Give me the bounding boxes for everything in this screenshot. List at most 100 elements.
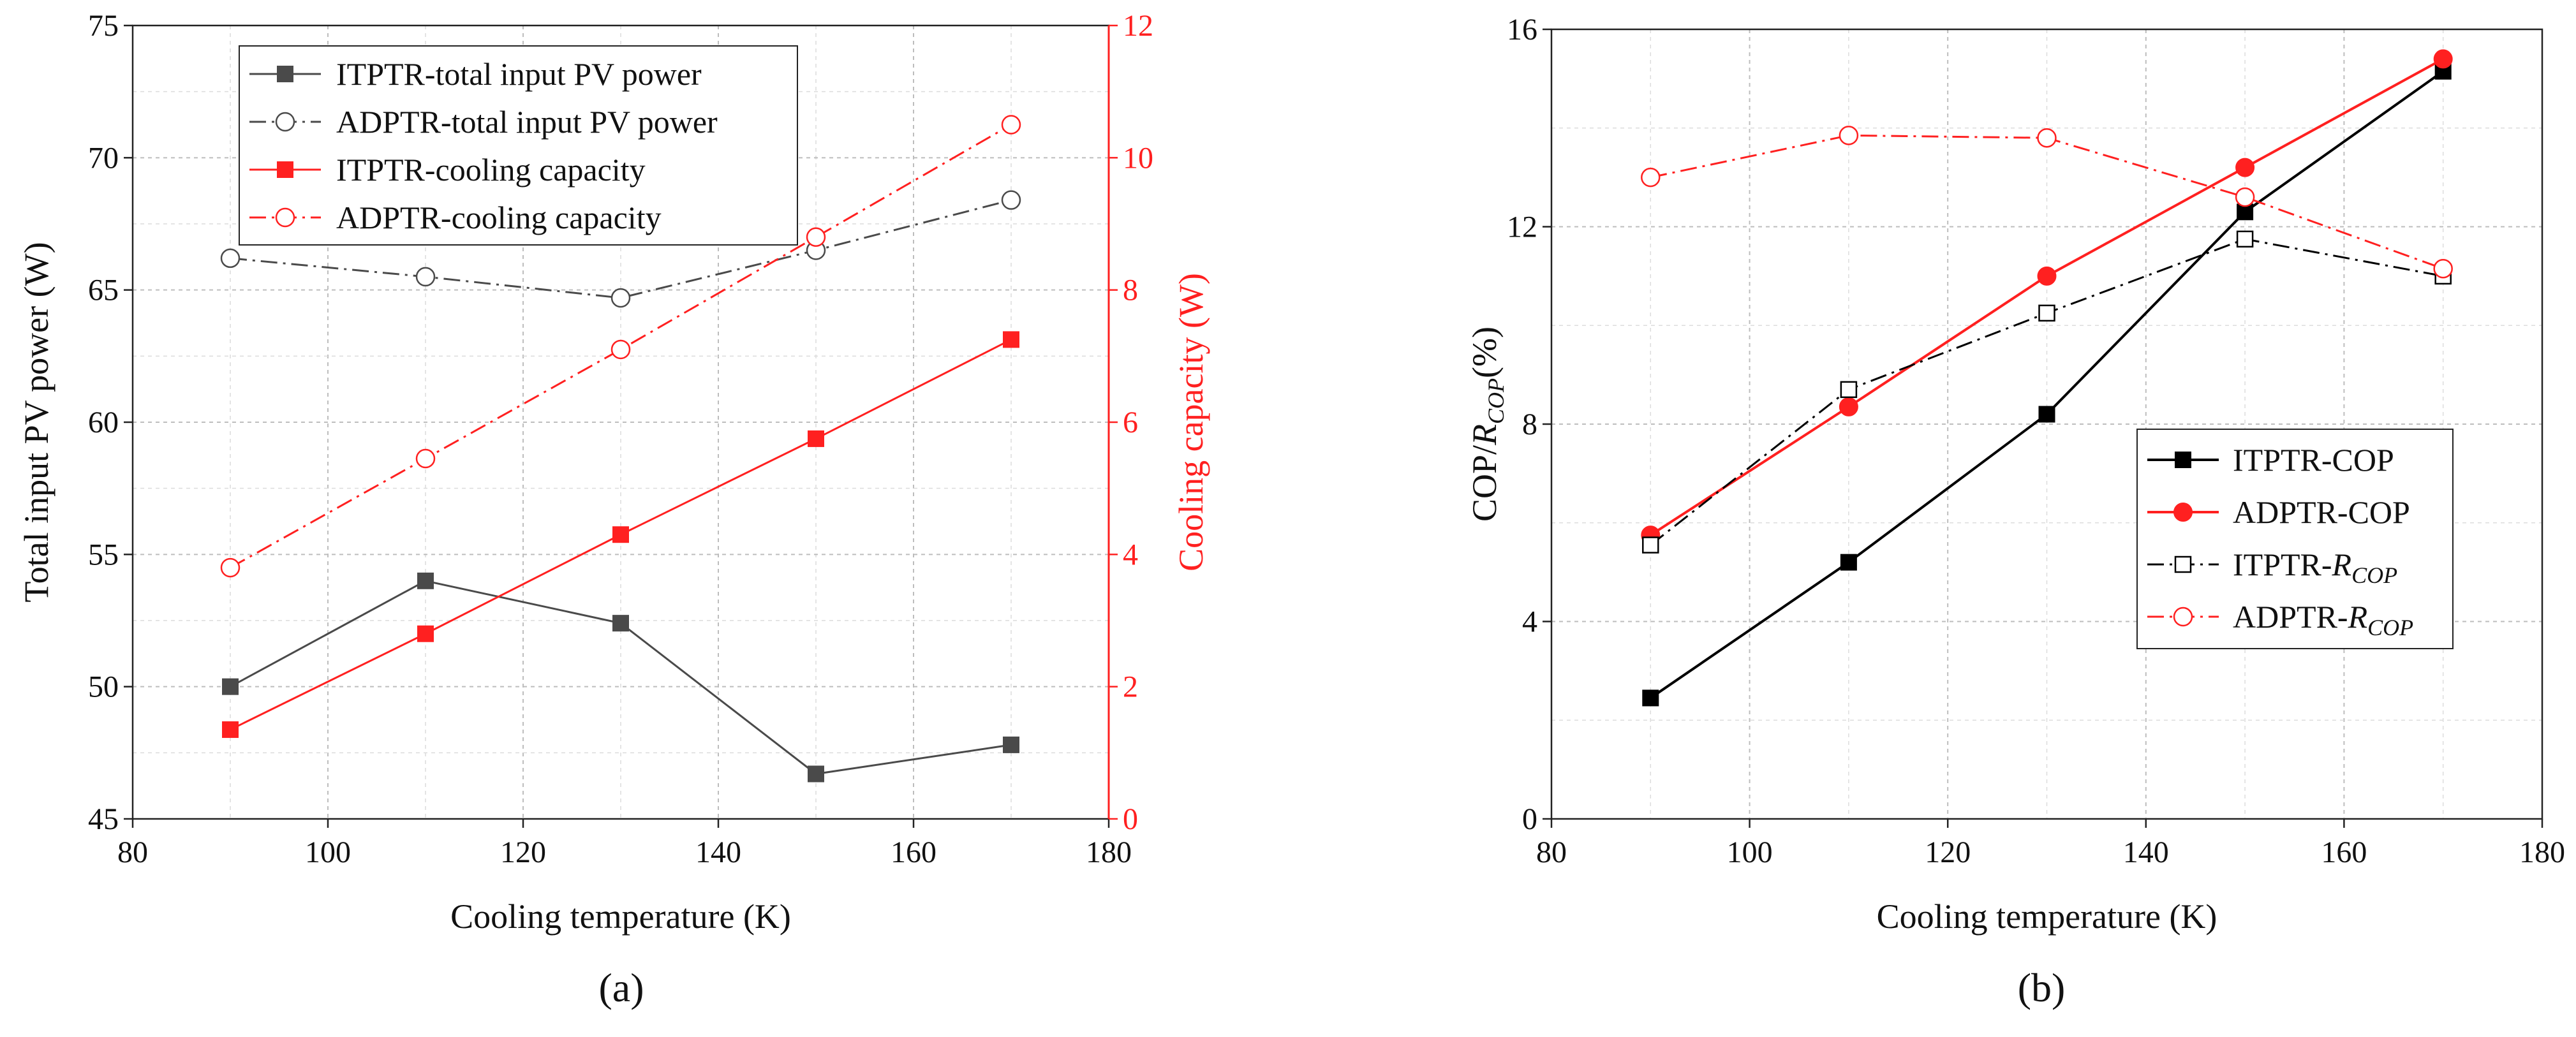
data-point bbox=[611, 339, 631, 360]
y-tick-label: 75 bbox=[88, 9, 119, 43]
x-axis-title: Cooling temperature (K) bbox=[1877, 897, 2217, 936]
data-point bbox=[1839, 397, 1858, 416]
y-tick-label: 55 bbox=[88, 538, 119, 571]
legend-label: ITPTR-RCOP bbox=[2233, 547, 2397, 588]
data-point bbox=[1642, 689, 1659, 707]
x-tick-label: 120 bbox=[1925, 835, 1971, 869]
data-point bbox=[220, 248, 241, 268]
legend-marker bbox=[2175, 452, 2191, 468]
legend-label: ADPTR-RCOP bbox=[2233, 599, 2413, 640]
y2-tick-label: 2 bbox=[1123, 670, 1138, 704]
data-point bbox=[415, 267, 436, 287]
data-point bbox=[1001, 115, 1021, 135]
data-point bbox=[1641, 167, 1661, 188]
y2-tick-label: 10 bbox=[1123, 141, 1153, 175]
y-axis-title: Total input PV power (W) bbox=[17, 242, 56, 602]
data-point bbox=[222, 678, 239, 695]
y2-axis-title: Cooling capacity (W) bbox=[1172, 273, 1210, 571]
y-axis-title: COP/RCOP(%) bbox=[1465, 327, 1509, 522]
x-tick-label: 100 bbox=[1727, 835, 1773, 869]
legend-label: ITPTR-total input PV power bbox=[336, 56, 702, 92]
legend-label: ADPTR-COP bbox=[2233, 494, 2410, 530]
legend-label: ITPTR-cooling capacity bbox=[336, 152, 646, 188]
data-point bbox=[612, 526, 629, 543]
data-point bbox=[612, 615, 629, 632]
y-tick-label: 12 bbox=[1507, 210, 1537, 244]
data-point bbox=[2038, 406, 2055, 423]
legend: ITPTR-total input PV power ADPTR-total in… bbox=[239, 45, 798, 246]
y-tick-label: 60 bbox=[88, 406, 119, 439]
x-tick-label: 140 bbox=[2123, 835, 2169, 869]
series-adptr-rcop bbox=[1641, 126, 2453, 279]
x-tick-label: 120 bbox=[500, 835, 546, 869]
x-tick-label: 80 bbox=[117, 835, 148, 869]
y-tick-label: 0 bbox=[1522, 802, 1537, 836]
data-point bbox=[417, 572, 434, 589]
x-tick-label: 180 bbox=[1086, 835, 1132, 869]
legend-marker bbox=[277, 66, 293, 82]
data-point bbox=[1839, 126, 1859, 145]
series-adptr-cop bbox=[1641, 49, 2453, 545]
y2-tick-label: 12 bbox=[1123, 9, 1153, 43]
data-point bbox=[1003, 736, 1019, 753]
data-point bbox=[1001, 190, 1021, 210]
legend-marker bbox=[2173, 607, 2193, 627]
data-point bbox=[2037, 266, 2057, 286]
chart-panel-b: 80 100 120 140 160 180 0 4 8 12 16 Cooling temperat… bbox=[1465, 13, 2565, 1010]
y-tick-label: 16 bbox=[1507, 13, 1537, 47]
y2-tick-label: 6 bbox=[1123, 406, 1138, 439]
data-point bbox=[611, 288, 631, 308]
legend-marker bbox=[2174, 555, 2192, 573]
legend-marker bbox=[277, 161, 293, 178]
y-tick-label: 65 bbox=[88, 274, 119, 307]
series-line bbox=[230, 124, 1012, 569]
legend-box bbox=[239, 45, 798, 246]
x-tick-label: 180 bbox=[2519, 835, 2565, 869]
x-axis-title: Cooling temperature (K) bbox=[450, 897, 791, 936]
data-point bbox=[417, 625, 434, 642]
series-itptr-cop bbox=[1642, 63, 2452, 707]
y-tick-label: 50 bbox=[88, 670, 119, 704]
legend-label: ADPTR-cooling capacity bbox=[336, 200, 662, 235]
y2-tick-label: 8 bbox=[1123, 274, 1138, 307]
data-point bbox=[220, 557, 241, 578]
data-point bbox=[1642, 536, 1659, 554]
x-tick-label: 100 bbox=[305, 835, 351, 869]
x-tick-label: 80 bbox=[1536, 835, 1567, 869]
data-point bbox=[415, 448, 436, 469]
legend-label: ADPTR-total input PV power bbox=[336, 104, 718, 140]
legend: ITPTR-COP ADPTR-COP ITPTR-RCOP ADPTR-RCOP bbox=[2136, 429, 2454, 649]
series-itptr-rcop bbox=[1642, 230, 2452, 554]
panel-label: (a) bbox=[598, 965, 644, 1010]
x-tick-label: 140 bbox=[695, 835, 741, 869]
data-point bbox=[1840, 554, 1857, 571]
data-point bbox=[2235, 158, 2255, 177]
data-point bbox=[806, 227, 826, 247]
data-point bbox=[1840, 381, 1858, 399]
legend-marker bbox=[275, 112, 295, 132]
data-point bbox=[2038, 304, 2055, 322]
legend-marker bbox=[2173, 503, 2193, 522]
x-tick-label: 160 bbox=[2321, 835, 2367, 869]
legend-marker bbox=[275, 207, 295, 228]
series-adptr-cooling-capacity bbox=[220, 115, 1021, 578]
data-point bbox=[808, 765, 824, 783]
y-tick-label: 8 bbox=[1522, 408, 1537, 441]
series-itptr-total-input-pv-power bbox=[222, 572, 1019, 783]
y-tick-label: 70 bbox=[88, 141, 119, 175]
data-point bbox=[2433, 49, 2453, 69]
y2-tick-label: 4 bbox=[1123, 538, 1138, 571]
data-point bbox=[808, 430, 824, 447]
data-point bbox=[2433, 259, 2453, 279]
grid bbox=[1551, 29, 2542, 819]
y2-tick-label: 0 bbox=[1123, 802, 1138, 836]
data-point bbox=[222, 721, 239, 739]
data-point bbox=[2037, 128, 2057, 148]
data-point bbox=[1003, 331, 1019, 348]
legend-label: ITPTR-COP bbox=[2233, 442, 2394, 478]
panel-label: (b) bbox=[2018, 965, 2066, 1010]
x-tick-label: 160 bbox=[891, 835, 936, 869]
data-point bbox=[2236, 230, 2254, 248]
